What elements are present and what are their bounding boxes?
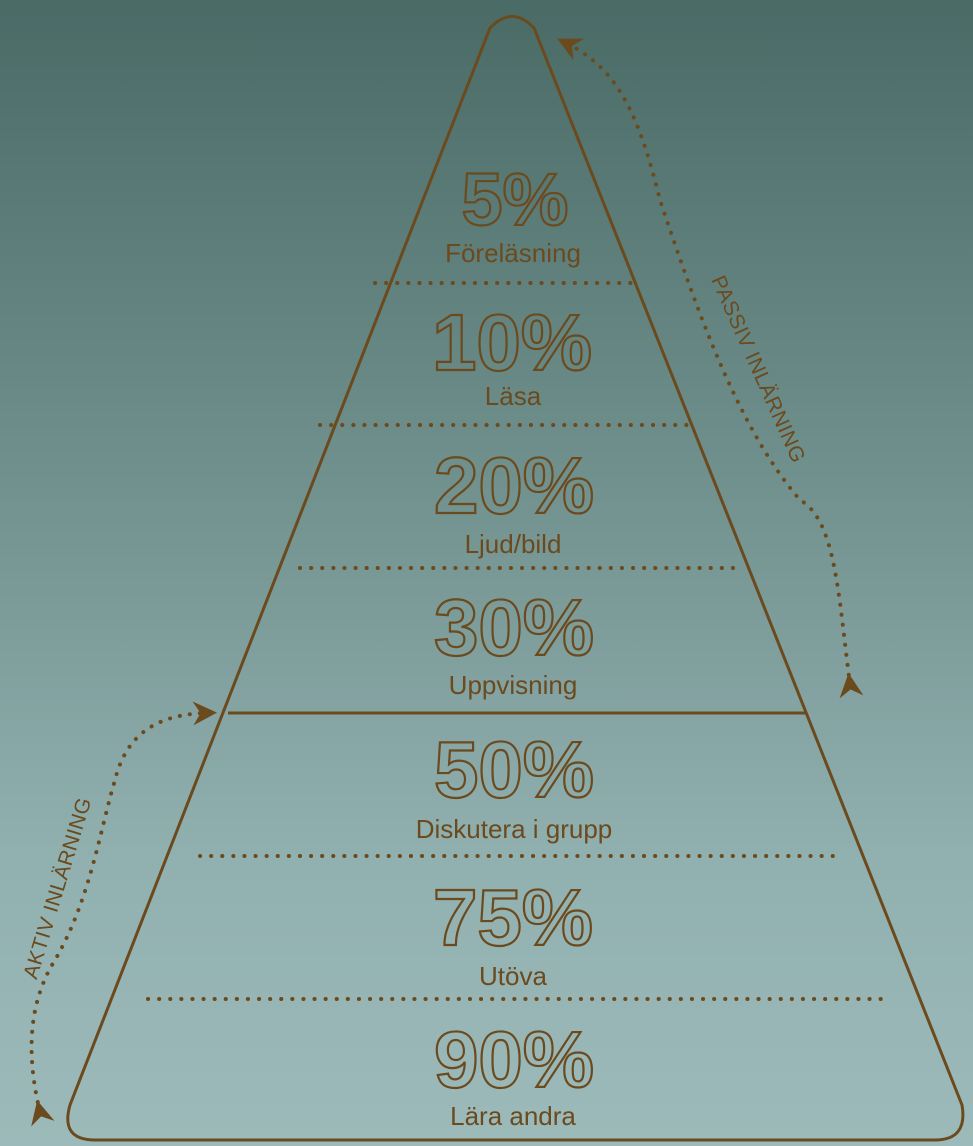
level-percent-text: 50% bbox=[434, 725, 594, 814]
level-20-percent: 20% Ljud/bild bbox=[433, 440, 595, 559]
level-label-text: Uppvisning bbox=[449, 670, 578, 700]
level-label-text: Föreläsning bbox=[445, 238, 581, 268]
level-percent-text: 5% bbox=[462, 158, 569, 241]
level-label-text: Utöva bbox=[479, 961, 547, 991]
active-learning-label: AKTIV INLÄRNING bbox=[19, 795, 96, 982]
level-percent-text: 30% bbox=[434, 583, 594, 672]
level-percent-text: 90% bbox=[434, 1015, 594, 1104]
level-50-percent: 50% Diskutera i grupp bbox=[416, 724, 613, 844]
level-percent-text: 75% bbox=[433, 873, 593, 962]
level-30-percent: 30% Uppvisning bbox=[433, 582, 595, 700]
level-10-percent: 10% Läsa bbox=[431, 297, 593, 411]
level-75-percent: 75% Utöva bbox=[432, 872, 594, 991]
level-90-percent: 90% Lära andra bbox=[433, 1014, 595, 1131]
level-percent-text: 10% bbox=[432, 298, 592, 387]
level-percent-text: 20% bbox=[434, 441, 594, 530]
level-label-text: Lära andra bbox=[450, 1101, 576, 1131]
level-5-percent: 5% Föreläsning bbox=[445, 157, 581, 268]
passive-learning-arrow bbox=[557, 38, 864, 699]
level-label-text: Diskutera i grupp bbox=[416, 814, 613, 844]
pyramid-outline bbox=[66, 15, 965, 1142]
level-label-text: Läsa bbox=[485, 381, 542, 411]
level-label-text: Ljud/bild bbox=[465, 529, 562, 559]
active-learning-arrow bbox=[29, 701, 217, 1127]
